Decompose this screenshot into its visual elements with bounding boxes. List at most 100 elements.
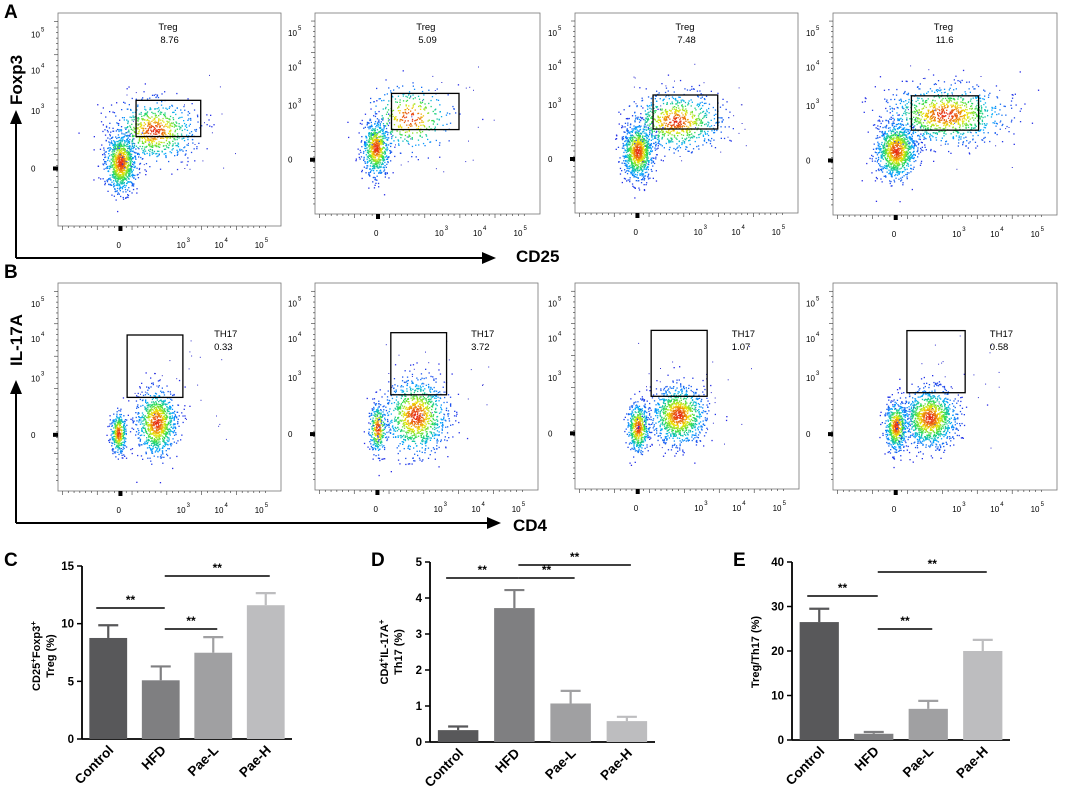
- event-dot: [121, 141, 123, 143]
- event-dot: [670, 110, 672, 112]
- event-dot: [644, 154, 646, 156]
- event-dot: [133, 174, 135, 177]
- event-dot: [635, 180, 637, 182]
- event-dot: [630, 167, 632, 169]
- event-dot: [127, 178, 130, 180]
- event-dot: [195, 128, 198, 131]
- event-dot: [408, 124, 410, 126]
- event-dot: [642, 142, 644, 144]
- event-dot: [209, 74, 210, 76]
- event-dot: [700, 132, 702, 134]
- event-dot: [134, 178, 137, 180]
- event-dot: [628, 168, 631, 170]
- event-dot: [637, 137, 640, 139]
- event-dot: [386, 149, 388, 152]
- event-dot: [174, 125, 176, 127]
- event-dot: [386, 123, 388, 125]
- event-dot: [893, 128, 895, 130]
- event-dot: [896, 174, 899, 176]
- event-dot: [388, 156, 390, 158]
- event-dot: [649, 177, 651, 179]
- event-dot: [360, 156, 363, 158]
- event-dot: [685, 131, 688, 133]
- event-dot: [156, 95, 158, 97]
- event-dot: [672, 130, 674, 132]
- event-dot: [681, 105, 683, 107]
- event-dot: [643, 157, 645, 159]
- event-dot: [386, 93, 388, 95]
- event-dot: [139, 163, 141, 165]
- event-dot: [908, 172, 910, 174]
- event-dot: [153, 150, 156, 153]
- event-dot: [738, 87, 740, 89]
- event-dot: [635, 134, 638, 136]
- event-dot: [371, 124, 373, 126]
- x-tick-exponent: 5: [265, 238, 269, 244]
- event-dot: [129, 164, 131, 166]
- event-dot: [124, 159, 126, 162]
- event-dot: [636, 174, 638, 176]
- event-dot: [121, 145, 123, 147]
- event-dot: [130, 169, 132, 171]
- event-dot: [369, 150, 371, 152]
- event-dot: [385, 173, 387, 176]
- event-dot: [677, 126, 679, 129]
- event-dot: [630, 149, 632, 151]
- event-dot: [126, 153, 128, 156]
- event-dot: [638, 160, 640, 162]
- event-dot: [627, 165, 629, 168]
- event-dot: [636, 176, 638, 178]
- event-dot: [120, 177, 122, 179]
- event-dot: [165, 117, 167, 119]
- event-dot: [420, 116, 422, 118]
- event-dot: [869, 157, 871, 160]
- event-dot: [901, 161, 903, 163]
- event-dot: [413, 88, 416, 90]
- event-dot: [381, 153, 383, 155]
- event-dot: [738, 132, 740, 134]
- event-dot: [895, 171, 898, 173]
- event-dot: [124, 178, 127, 181]
- event-dot: [364, 142, 367, 145]
- event-dot: [113, 180, 115, 182]
- event-dot: [133, 116, 135, 119]
- event-dot: [373, 136, 376, 138]
- event-dot: [643, 168, 645, 170]
- event-dot: [157, 144, 160, 146]
- event-dot: [161, 93, 163, 95]
- event-dot: [677, 150, 679, 152]
- event-dot: [379, 170, 381, 172]
- event-dot: [650, 127, 652, 129]
- event-dot: [151, 94, 154, 96]
- event-dot: [442, 124, 444, 126]
- event-dot: [874, 160, 876, 162]
- event-dot: [906, 172, 909, 174]
- event-dot: [382, 119, 384, 121]
- event-dot: [153, 152, 155, 154]
- y-tick-label: 10: [288, 101, 297, 110]
- event-dot: [632, 167, 634, 169]
- event-dot: [399, 104, 401, 106]
- event-dot: [167, 137, 169, 139]
- event-dot: [124, 160, 126, 162]
- y-tick-exponent: 5: [558, 26, 562, 32]
- event-dot: [373, 131, 375, 134]
- event-dot: [146, 112, 148, 114]
- event-dot: [119, 177, 121, 179]
- event-dot: [122, 155, 124, 158]
- event-dot: [634, 153, 636, 156]
- event-dot: [388, 87, 390, 89]
- event-dot: [105, 151, 107, 153]
- event-dot: [169, 142, 171, 145]
- event-dot: [405, 105, 407, 107]
- gate-value-label: 5.09: [418, 35, 437, 46]
- event-dot: [639, 173, 641, 175]
- event-dot: [132, 147, 134, 150]
- event-dot: [390, 145, 392, 148]
- event-dot: [651, 132, 653, 134]
- event-dot: [445, 130, 447, 132]
- event-dot: [118, 144, 120, 147]
- event-dot: [642, 147, 644, 149]
- event-dot: [662, 116, 664, 118]
- event-dot: [122, 174, 124, 177]
